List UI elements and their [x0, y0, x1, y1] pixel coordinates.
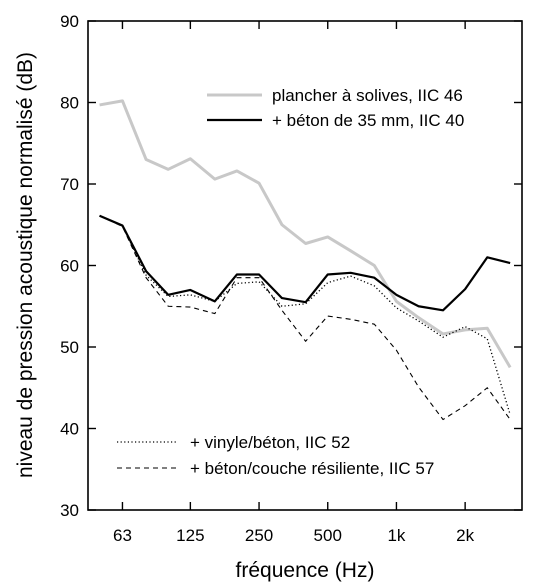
legend-label-3: + vinyle/béton, IIC 52 — [190, 433, 350, 452]
x-tick-label: 250 — [245, 526, 273, 545]
y-tick-label: 70 — [60, 175, 79, 194]
legend-label-1: plancher à solives, IIC 46 — [272, 86, 463, 105]
x-tick-label: 125 — [176, 526, 204, 545]
series-line-4 — [100, 216, 511, 420]
y-tick-label: 90 — [60, 12, 79, 31]
x-tick-label: 63 — [113, 526, 132, 545]
y-tick-label: 80 — [60, 94, 79, 113]
series-line-3 — [100, 216, 511, 415]
x-tick-label: 500 — [314, 526, 342, 545]
legend-label-4: + béton/couche résiliente, IIC 57 — [190, 459, 434, 478]
legend: plancher à solives, IIC 46 + béton de 35 … — [117, 86, 464, 478]
x-axis-label: fréquence (Hz) — [236, 559, 375, 582]
y-tick-label: 50 — [60, 338, 79, 357]
x-tick-label: 1k — [387, 526, 405, 545]
series-lines — [100, 101, 511, 420]
legend-label-2: + béton de 35 mm, IIC 40 — [272, 111, 464, 130]
series-line-1 — [100, 101, 511, 368]
series-line-2 — [100, 216, 511, 311]
y-tick-label: 40 — [60, 420, 79, 439]
y-tick-label: 30 — [60, 501, 79, 520]
y-axis-label: niveau de pression acoustique normalisé … — [14, 52, 37, 478]
x-tick-label: 2k — [456, 526, 474, 545]
y-tick-label: 60 — [60, 257, 79, 276]
